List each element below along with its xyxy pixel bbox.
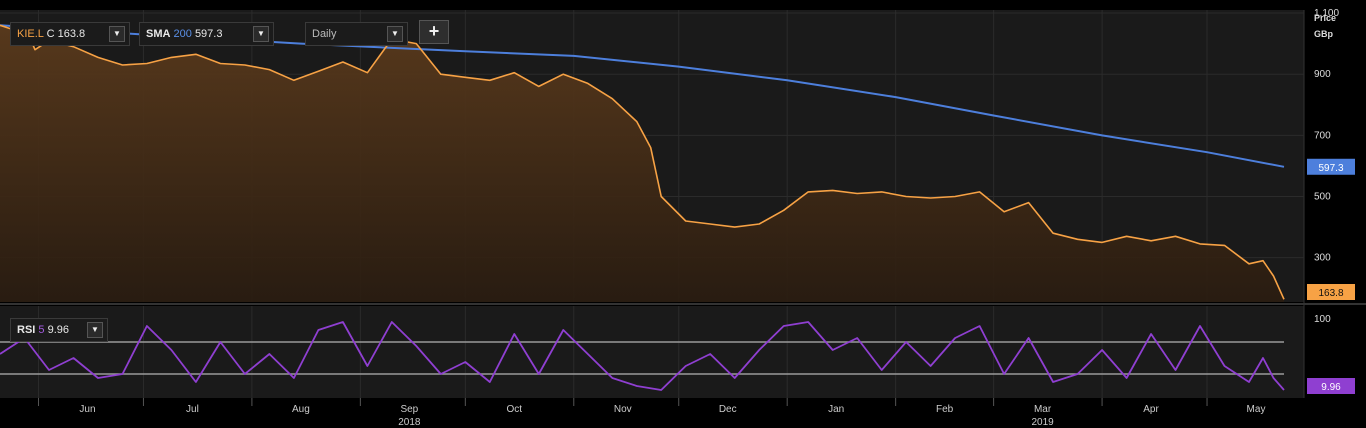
rsi-label: RSI [17, 324, 36, 336]
price-tick-label: 900 [1314, 69, 1331, 80]
time-x-axis: Jun Jul Aug Sep Oct Nov Dec Jan Feb Mar Apr May 2018… [37, 398, 1266, 428]
x-tick-label: Jul [186, 404, 199, 415]
rsi-grid [0, 306, 1284, 398]
price-y-axis: Price GBp 1,100 900 700 500 300 [1314, 8, 1339, 264]
x-tick-label: Nov [614, 404, 632, 415]
rsi-period: 5 [38, 324, 45, 336]
symbol-selector[interactable]: KIE.L C 163.8 ▼ [10, 22, 130, 46]
x-tick-label: May [1247, 404, 1266, 415]
rsi-indicator-selector[interactable]: RSI 5 9.96 ▼ [10, 318, 108, 342]
sma-200-line [0, 24, 1285, 168]
add-indicator-button[interactable]: + [419, 20, 449, 44]
price-tick-label: 1,100 [1314, 8, 1339, 19]
sma-label: SMA [146, 28, 171, 40]
close-prefix: C [46, 28, 55, 40]
last-value-labels: 597.3 163.8 9.96 [1307, 158, 1355, 394]
sma-period: 200 [173, 28, 192, 40]
rsi-line [0, 321, 1285, 391]
x-tick-label: Jun [79, 404, 95, 415]
price-axis-title: Price [1314, 13, 1336, 23]
rsi-last-value-label-text: 9.96 [1321, 382, 1341, 393]
sma-value: 597.3 [194, 28, 223, 40]
price-last-value-label: 163.8 [1307, 284, 1355, 300]
chevron-down-icon[interactable]: ▼ [109, 26, 125, 42]
price-axis-unit: GBp [1314, 29, 1334, 39]
x-tick-label: Oct [507, 404, 523, 415]
x-tick-label: Apr [1143, 404, 1159, 415]
x-tick-label: Jan [828, 404, 844, 415]
x-year-label: 2018 [398, 417, 421, 428]
x-tick-label: Aug [292, 404, 310, 415]
price-area-group [0, 24, 1284, 302]
sma-last-value-label: 597.3 [1307, 158, 1355, 175]
price-last-value-label-text: 163.8 [1318, 288, 1343, 299]
price-tick-label: 700 [1314, 130, 1331, 141]
sma-last-value-label-text: 597.3 [1318, 163, 1343, 174]
price-tick-label: 500 [1314, 192, 1331, 203]
symbol-ticker: KIE.L [17, 28, 44, 40]
price-last-value-label-box [1307, 284, 1355, 300]
x-tick-label: Dec [719, 404, 737, 415]
x-tick-label: Mar [1034, 404, 1052, 415]
x-tick-label: Feb [936, 404, 954, 415]
chevron-down-icon[interactable]: ▼ [387, 26, 403, 42]
price-line [0, 23, 1285, 300]
sma-last-value-label-box [1307, 158, 1355, 175]
rsi-tick-label: 100 [1314, 314, 1331, 325]
rsi-last-value-label-box [1307, 378, 1355, 394]
close-value: 163.8 [57, 28, 86, 40]
rsi-panel-background [0, 306, 1304, 398]
price-area-fill [0, 24, 1284, 302]
sma-line-group [0, 24, 1285, 168]
x-year-label: 2019 [1031, 417, 1054, 428]
rsi-value: 9.96 [47, 324, 70, 336]
rsi-y-axis: 100 [1314, 314, 1331, 325]
chevron-down-icon[interactable]: ▼ [253, 26, 269, 42]
interval-select[interactable]: Daily ▼ [305, 22, 408, 46]
interval-value: Daily [312, 28, 337, 40]
rsi-last-value-label: 9.96 [1307, 378, 1355, 394]
price-tick-label: 300 [1314, 253, 1331, 264]
x-tick-label: Sep [400, 404, 418, 415]
rsi-line-group [0, 321, 1285, 391]
sma-indicator-selector[interactable]: SMA 200 597.3 ▼ [139, 22, 274, 46]
price-line-group [0, 23, 1285, 300]
chevron-down-icon[interactable]: ▼ [87, 322, 103, 338]
